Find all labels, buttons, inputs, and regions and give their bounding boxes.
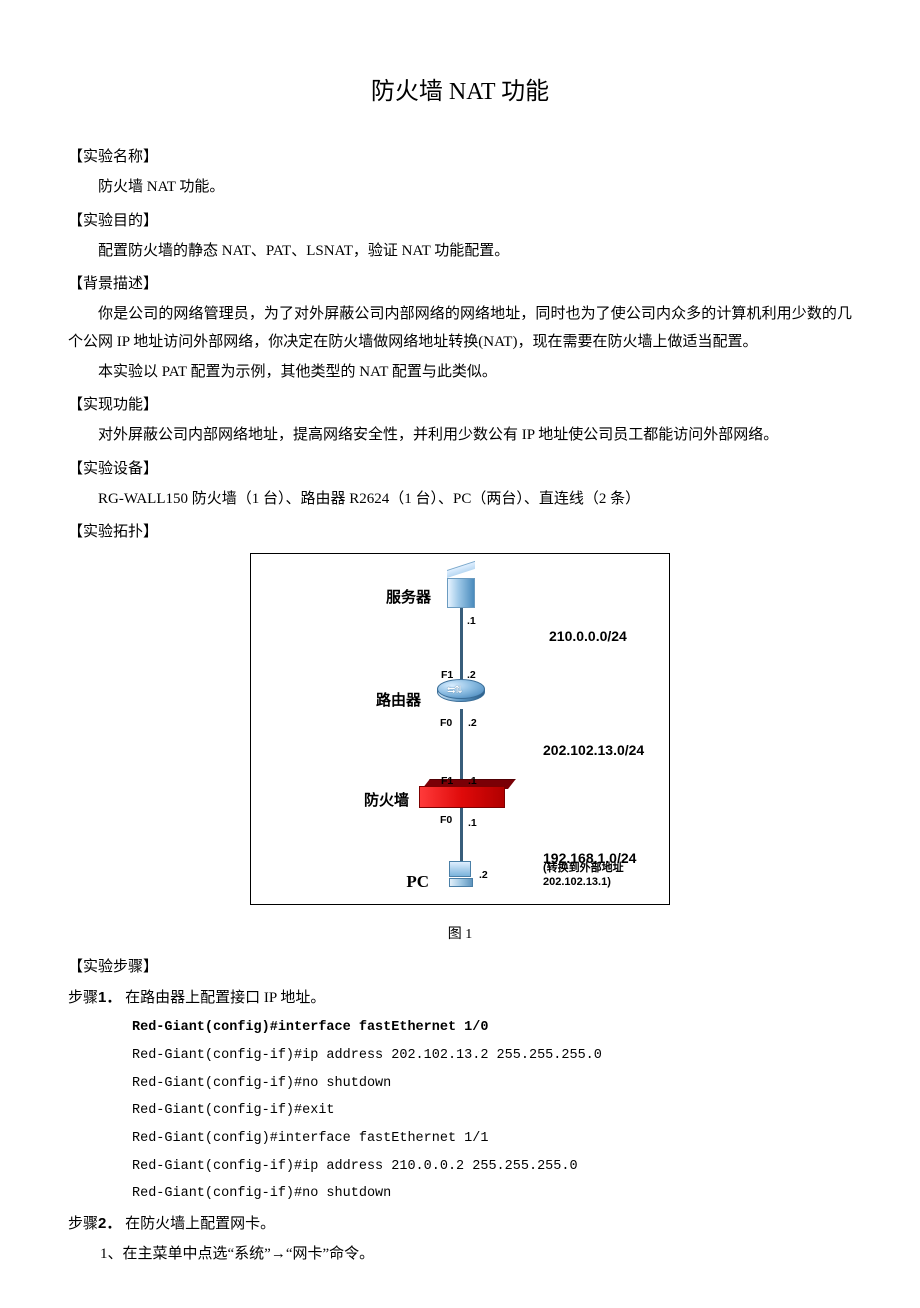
section-heading-devices: 【实验设备】 xyxy=(68,456,852,484)
section-heading-name: 【实验名称】 xyxy=(68,144,852,172)
step-2-sub-1: 1、在主菜单中点选“系统”→“网卡”命令。 xyxy=(100,1241,852,1269)
step-prefix: 步骤 xyxy=(68,1216,98,1232)
server-icon xyxy=(447,570,475,610)
port-router-f1: F1 xyxy=(441,666,453,685)
link-server-router xyxy=(460,608,463,680)
net-3-sub: (转换到外部地址 202.102.13.1) xyxy=(543,862,624,890)
section-heading-background: 【背景描述】 xyxy=(68,271,852,299)
code-line: Red-Giant(config-if)#no shutdown xyxy=(132,1180,852,1208)
step-prefix: 步骤 xyxy=(68,990,98,1006)
topology-diagram: 服务器 .1 210.0.0.0/24 ⇆⇅ 路由器 F1 .2 F0 .2 2… xyxy=(68,553,852,948)
firewall-icon xyxy=(419,784,505,808)
page-title: 防火墙 NAT 功能 xyxy=(68,70,852,114)
step-1-text: 在路由器上配置接口 IP 地址。 xyxy=(125,990,325,1006)
section-heading-function: 【实现功能】 xyxy=(68,392,852,420)
step-2: 步骤2． 在防火墙上配置网卡。 xyxy=(68,1210,852,1239)
code-line-bold: Red-Giant(config)#interface fastEthernet… xyxy=(132,1014,852,1042)
port-fw-f1-ip: .1 xyxy=(468,772,477,791)
body-function: 对外屏蔽公司内部网络地址，提高网络安全性，并利用少数公有 IP 地址使公司员工都… xyxy=(68,422,852,450)
code-line: Red-Giant(config-if)#no shutdown xyxy=(132,1070,852,1098)
label-server: 服务器 xyxy=(351,584,431,612)
net-1: 210.0.0.0/24 xyxy=(549,624,627,650)
link-firewall-pc xyxy=(460,807,463,863)
net-2: 202.102.13.0/24 xyxy=(543,738,644,764)
body-name: 防火墙 NAT 功能。 xyxy=(68,174,852,202)
step-1: 步骤1． 在路由器上配置接口 IP 地址。 xyxy=(68,984,852,1013)
link-router-firewall xyxy=(460,709,463,786)
label-firewall: 防火墙 xyxy=(329,787,409,815)
port-pc-ip: .2 xyxy=(479,866,488,885)
label-pc: PC xyxy=(349,866,429,897)
body-goal: 配置防火墙的静态 NAT、PAT、LSNAT，验证 NAT 功能配置。 xyxy=(68,238,852,266)
step-2-text: 在防火墙上配置网卡。 xyxy=(125,1216,275,1232)
code-line: Red-Giant(config)#interface fastEthernet… xyxy=(132,1125,852,1153)
step-2-dot: ． xyxy=(106,1215,121,1232)
code-line: Red-Giant(config-if)#ip address 210.0.0.… xyxy=(132,1153,852,1181)
port-fw-f0: F0 xyxy=(440,811,452,830)
body-devices: RG-WALL150 防火墙（1 台）、路由器 R2624（1 台）、PC（两台… xyxy=(68,486,852,514)
diagram-caption: 图 1 xyxy=(68,922,852,948)
body-bg-2: 本实验以 PAT 配置为示例，其他类型的 NAT 配置与此类似。 xyxy=(68,359,852,387)
code-line: Red-Giant(config-if)#ip address 202.102.… xyxy=(132,1042,852,1070)
step-1-code: Red-Giant(config)#interface fastEthernet… xyxy=(132,1014,852,1208)
body-bg-1: 你是公司的网络管理员，为了对外屏蔽公司内部网络的网络地址，同时也为了使公司内众多… xyxy=(68,301,852,357)
label-router: 路由器 xyxy=(341,687,421,715)
diagram-frame: 服务器 .1 210.0.0.0/24 ⇆⇅ 路由器 F1 .2 F0 .2 2… xyxy=(250,553,670,905)
port-server-ip: .1 xyxy=(467,612,476,631)
port-fw-f0-ip: .1 xyxy=(468,814,477,833)
section-heading-goal: 【实验目的】 xyxy=(68,208,852,236)
code-line: Red-Giant(config-if)#exit xyxy=(132,1097,852,1125)
port-router-f1-ip: .2 xyxy=(467,666,476,685)
pc-icon xyxy=(449,861,473,891)
step-1-dot: ． xyxy=(106,989,121,1006)
section-heading-topology: 【实验拓扑】 xyxy=(68,519,852,547)
section-heading-steps: 【实验步骤】 xyxy=(68,954,852,982)
port-router-f0-ip: .2 xyxy=(468,714,477,733)
port-router-f0: F0 xyxy=(440,714,452,733)
port-fw-f1: F1 xyxy=(441,772,453,791)
